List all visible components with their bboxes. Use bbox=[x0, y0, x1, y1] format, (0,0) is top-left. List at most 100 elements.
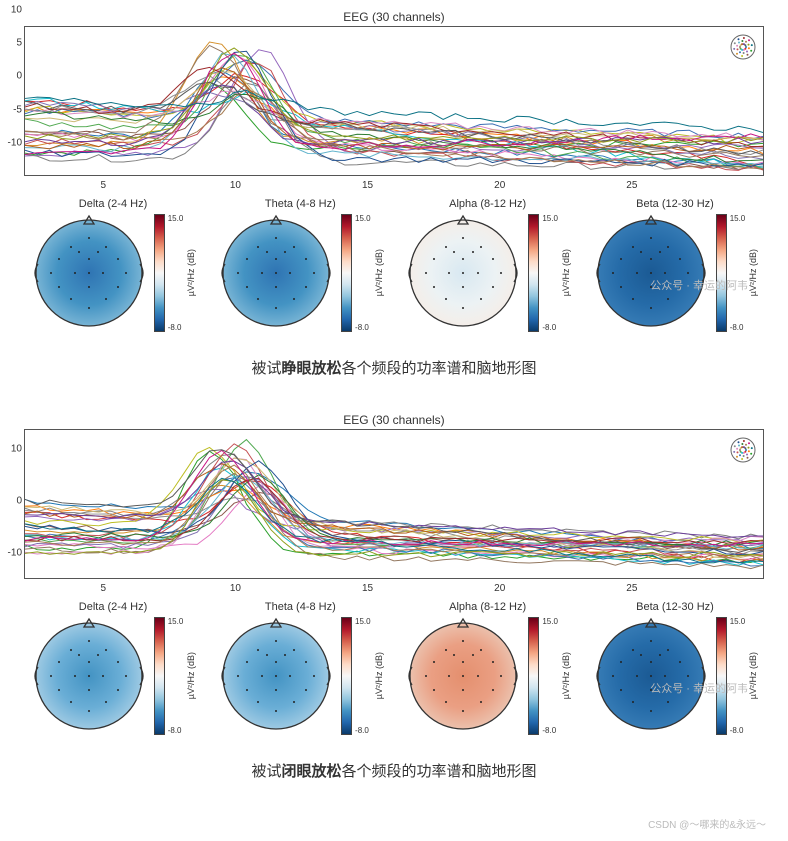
psd-lines-2 bbox=[25, 430, 763, 578]
electrode-dot bbox=[462, 286, 464, 288]
electrode-dot bbox=[50, 272, 52, 274]
electrode-dot bbox=[480, 246, 482, 248]
electrode-dot bbox=[650, 689, 652, 691]
electrode-dot bbox=[612, 272, 614, 274]
electrode-dot bbox=[659, 654, 661, 656]
electrode-dot bbox=[70, 649, 72, 651]
electrode-dot bbox=[246, 286, 248, 288]
psd-title: EEG (30 channels) bbox=[24, 10, 764, 24]
colorbar-bar bbox=[154, 617, 165, 735]
electrode-dot bbox=[275, 286, 277, 288]
colorbar-bar bbox=[528, 214, 539, 332]
electrodes bbox=[30, 617, 148, 735]
colorbar-ylabel: µV²/Hz (dB) bbox=[374, 652, 384, 699]
electrode-dot bbox=[492, 661, 494, 663]
colorbar-labels: 15.0 -8.0 bbox=[355, 214, 371, 332]
sensor-legend-icon bbox=[729, 436, 757, 464]
head-plot bbox=[592, 214, 710, 332]
topomap-label: Theta (4-8 Hz) bbox=[211, 198, 389, 210]
electrode-dot bbox=[500, 272, 502, 274]
xtick: 10 bbox=[230, 180, 241, 191]
colorbar-labels: 15.0 -8.0 bbox=[168, 617, 184, 735]
psd-plot-1: EEG (30 channels) µV²/Hz (dB) -10-50510 … bbox=[24, 10, 764, 176]
electrode-dot bbox=[632, 701, 634, 703]
electrode-dot bbox=[117, 258, 119, 260]
cbar-min: -8.0 bbox=[168, 726, 184, 735]
electrode-dot bbox=[477, 675, 479, 677]
electrode-dot bbox=[640, 654, 642, 656]
topomap-label: Alpha (8-12 Hz) bbox=[399, 601, 577, 613]
electrode-dot bbox=[632, 298, 634, 300]
electrodes bbox=[592, 214, 710, 332]
electrode-dot bbox=[105, 701, 107, 703]
ytick: -10 bbox=[8, 137, 22, 148]
colorbar: 15.0 -8.0 µV²/Hz (dB) bbox=[154, 214, 197, 332]
topomap-label: Theta (4-8 Hz) bbox=[211, 601, 389, 613]
electrode-dot bbox=[679, 689, 681, 691]
cbar-max: 15.0 bbox=[542, 617, 558, 626]
topomap-body: 15.0 -8.0 µV²/Hz (dB) bbox=[24, 214, 202, 332]
electrode-dot bbox=[74, 272, 76, 274]
electrode-dot bbox=[58, 286, 60, 288]
electrode-dot bbox=[313, 272, 315, 274]
psd-title: EEG (30 channels) bbox=[24, 413, 764, 427]
electrode-dot bbox=[636, 272, 638, 274]
electrode-dot bbox=[305, 689, 307, 691]
colorbar-ylabel: µV²/Hz (dB) bbox=[748, 652, 758, 699]
electrode-dot bbox=[293, 298, 295, 300]
xtick: 15 bbox=[362, 180, 373, 191]
colorbar-ylabel: µV²/Hz (dB) bbox=[748, 249, 758, 296]
psd-lines-1 bbox=[25, 27, 763, 175]
colorbar-labels: 15.0 -8.0 bbox=[355, 617, 371, 735]
electrode-dot bbox=[88, 272, 90, 274]
cbar-min: -8.0 bbox=[730, 726, 746, 735]
cbar-min: -8.0 bbox=[168, 323, 184, 332]
cbar-max: 15.0 bbox=[168, 214, 184, 223]
ytick: -10 bbox=[8, 548, 22, 559]
electrode-dot bbox=[284, 654, 286, 656]
electrode-dot bbox=[105, 649, 107, 651]
head-plot bbox=[592, 617, 710, 735]
sensor-legend-icon bbox=[729, 33, 757, 61]
electrode-dot bbox=[105, 246, 107, 248]
electrode-dot bbox=[500, 675, 502, 677]
topomap: Alpha (8-12 Hz) bbox=[399, 601, 577, 735]
electrode-dot bbox=[261, 675, 263, 677]
cbar-max: 15.0 bbox=[355, 214, 371, 223]
electrode-dot bbox=[477, 272, 479, 274]
caption-1: 被试睁眼放松各个频段的功率谱和脑地形图 bbox=[10, 357, 778, 378]
caption-post: 各个频段的功率谱和脑地形图 bbox=[342, 360, 537, 377]
electrode-dot bbox=[293, 246, 295, 248]
electrode-dot bbox=[462, 640, 464, 642]
electrode-dot bbox=[620, 689, 622, 691]
electrode-dot bbox=[266, 654, 268, 656]
electrode-dot bbox=[433, 258, 435, 260]
panel-eyes-open: EEG (30 channels) µV²/Hz (dB) -10-50510 … bbox=[10, 10, 778, 378]
electrode-dot bbox=[492, 286, 494, 288]
electrode-dot bbox=[58, 689, 60, 691]
psd-xticks-1: 510152025 bbox=[24, 180, 764, 194]
ytick: -5 bbox=[13, 104, 22, 115]
psd-line bbox=[25, 53, 763, 154]
electrode-dot bbox=[462, 710, 464, 712]
electrode-dot bbox=[445, 649, 447, 651]
colorbar: 15.0 -8.0 µV²/Hz (dB) bbox=[341, 214, 384, 332]
topomap-label: Alpha (8-12 Hz) bbox=[399, 198, 577, 210]
electrode-dot bbox=[462, 661, 464, 663]
colorbar-ylabel: µV²/Hz (dB) bbox=[561, 249, 571, 296]
topomap-body: 15.0 -8.0 µV²/Hz (dB) bbox=[586, 617, 764, 735]
electrode-dot bbox=[125, 272, 127, 274]
colorbar-labels: 15.0 -8.0 bbox=[542, 617, 558, 735]
psd-line bbox=[25, 450, 763, 546]
colorbar-bar bbox=[716, 214, 727, 332]
colorbar: 15.0 -8.0 µV²/Hz (dB) bbox=[716, 617, 759, 735]
electrode-dot bbox=[117, 661, 119, 663]
electrode-dot bbox=[433, 286, 435, 288]
electrode-dot bbox=[462, 258, 464, 260]
electrode-dot bbox=[667, 649, 669, 651]
electrode-dot bbox=[305, 286, 307, 288]
topomap: Theta (4-8 Hz) bbox=[211, 198, 389, 332]
xtick: 15 bbox=[362, 583, 373, 594]
electrode-dot bbox=[117, 286, 119, 288]
electrode-dot bbox=[74, 675, 76, 677]
